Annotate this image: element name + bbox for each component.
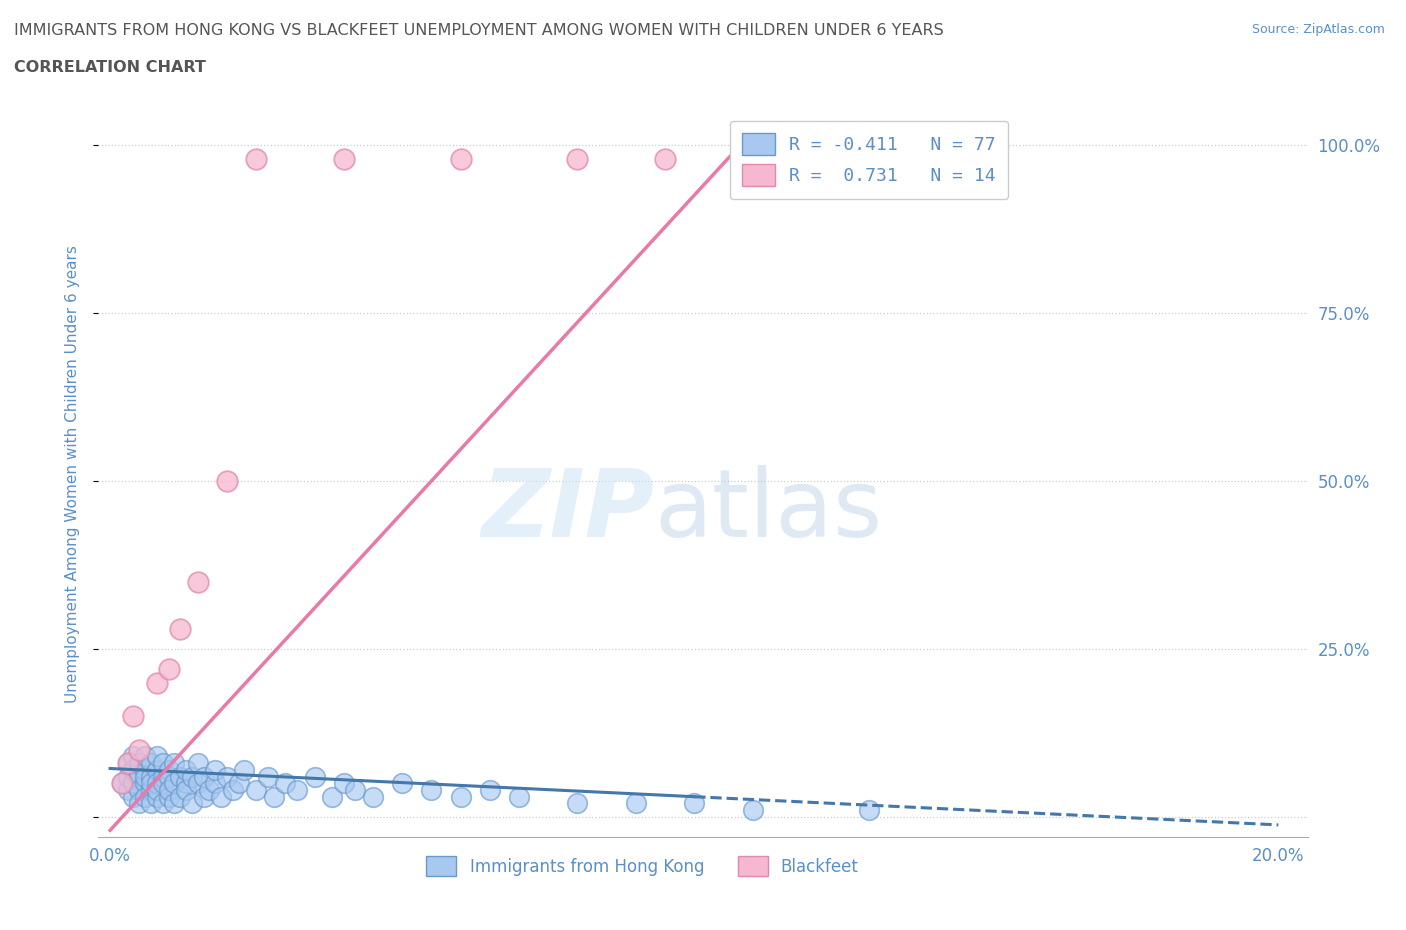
Point: [139, 782, 162, 797]
Text: ZIP: ZIP: [482, 465, 655, 556]
Point: [163, 796, 186, 811]
Legend: Immigrants from Hong Kong, Blackfeet: Immigrants from Hong Kong, Blackfeet: [419, 849, 866, 884]
Point: [180, 796, 202, 811]
Point: [146, 776, 169, 790]
Point: [187, 776, 209, 790]
Y-axis label: Unemployment Among Women with Children Under 6 years: Unemployment Among Women with Children U…: [65, 246, 80, 703]
Point: [152, 776, 174, 790]
Point: [169, 621, 191, 636]
Point: [146, 749, 169, 764]
Point: [567, 796, 589, 811]
Point: [117, 756, 139, 771]
Point: [157, 769, 180, 784]
Point: [152, 796, 174, 811]
Point: [157, 790, 180, 804]
Point: [128, 742, 150, 757]
Point: [245, 152, 267, 166]
Point: [111, 776, 134, 790]
Text: atlas: atlas: [655, 465, 883, 556]
Point: [858, 803, 880, 817]
Point: [344, 782, 367, 797]
Point: [117, 756, 139, 771]
Point: [332, 152, 354, 166]
Point: [139, 769, 162, 784]
Point: [134, 790, 156, 804]
Point: [146, 782, 169, 797]
Point: [122, 763, 145, 777]
Point: [117, 769, 139, 784]
Point: [134, 763, 156, 777]
Text: Source: ZipAtlas.com: Source: ZipAtlas.com: [1251, 23, 1385, 36]
Point: [134, 769, 156, 784]
Point: [146, 763, 169, 777]
Point: [139, 796, 162, 811]
Point: [420, 782, 443, 797]
Point: [332, 776, 354, 790]
Point: [256, 769, 278, 784]
Point: [450, 790, 472, 804]
Point: [163, 756, 186, 771]
Point: [152, 756, 174, 771]
Point: [111, 776, 134, 790]
Point: [169, 769, 191, 784]
Point: [134, 776, 156, 790]
Point: [122, 776, 145, 790]
Point: [187, 575, 209, 590]
Point: [180, 769, 202, 784]
Point: [741, 803, 763, 817]
Point: [117, 782, 139, 797]
Point: [321, 790, 343, 804]
Point: [233, 763, 256, 777]
Point: [139, 756, 162, 771]
Point: [122, 790, 145, 804]
Point: [624, 796, 647, 811]
Point: [215, 769, 238, 784]
Point: [146, 675, 169, 690]
Point: [478, 782, 501, 797]
Point: [391, 776, 413, 790]
Point: [163, 776, 186, 790]
Point: [122, 709, 145, 724]
Point: [157, 763, 180, 777]
Point: [567, 152, 589, 166]
Point: [128, 756, 150, 771]
Point: [128, 769, 150, 784]
Point: [152, 769, 174, 784]
Point: [128, 796, 150, 811]
Point: [683, 796, 706, 811]
Point: [198, 782, 221, 797]
Point: [304, 769, 326, 784]
Point: [274, 776, 297, 790]
Point: [245, 782, 267, 797]
Point: [128, 782, 150, 797]
Point: [285, 782, 308, 797]
Point: [174, 776, 197, 790]
Point: [215, 473, 238, 488]
Point: [209, 790, 232, 804]
Point: [174, 763, 197, 777]
Point: [450, 152, 472, 166]
Text: IMMIGRANTS FROM HONG KONG VS BLACKFEET UNEMPLOYMENT AMONG WOMEN WITH CHILDREN UN: IMMIGRANTS FROM HONG KONG VS BLACKFEET U…: [14, 23, 943, 38]
Point: [169, 790, 191, 804]
Point: [157, 782, 180, 797]
Point: [139, 776, 162, 790]
Point: [134, 749, 156, 764]
Point: [193, 790, 215, 804]
Point: [508, 790, 530, 804]
Point: [204, 776, 226, 790]
Point: [228, 776, 250, 790]
Point: [122, 749, 145, 764]
Point: [204, 763, 226, 777]
Point: [174, 782, 197, 797]
Text: CORRELATION CHART: CORRELATION CHART: [14, 60, 205, 75]
Point: [157, 661, 180, 676]
Point: [222, 782, 245, 797]
Point: [361, 790, 384, 804]
Point: [146, 790, 169, 804]
Point: [263, 790, 285, 804]
Point: [654, 152, 676, 166]
Point: [193, 769, 215, 784]
Point: [187, 756, 209, 771]
